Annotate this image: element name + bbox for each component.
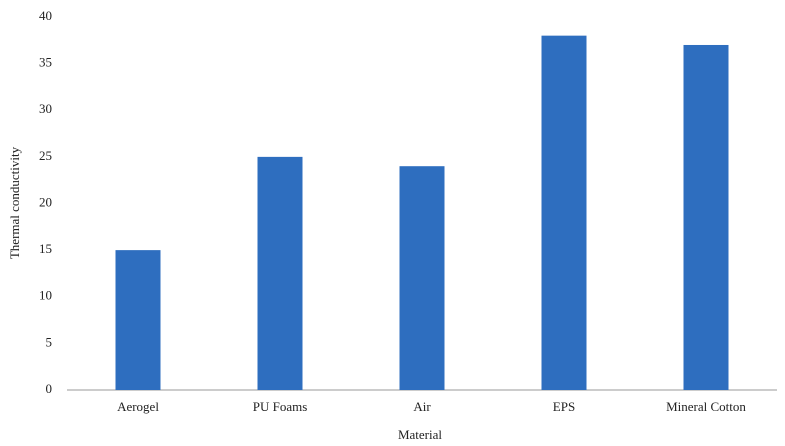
y-tick-label: 40 [39,8,52,23]
x-tick-label: EPS [553,399,575,414]
y-tick-label: 5 [46,334,53,349]
x-tick-label: Aerogel [117,399,159,414]
y-tick-label: 35 [39,55,52,70]
y-tick-label: 0 [46,381,53,396]
y-tick-label: 15 [39,241,52,256]
bar [683,44,729,390]
y-tick-label: 30 [39,101,52,116]
x-tick-label: Air [413,399,431,414]
y-tick-label: 20 [39,194,52,209]
y-axis-title: Thermal conductivity [7,146,22,259]
bar [399,166,445,390]
x-tick-label: Mineral Cotton [666,399,746,414]
bar [541,35,587,391]
bar [115,250,161,390]
x-axis-title: Material [398,427,442,442]
x-tick-label: PU Foams [253,399,308,414]
bar [257,156,303,390]
y-tick-label: 25 [39,148,52,163]
y-tick-label: 10 [39,288,52,303]
